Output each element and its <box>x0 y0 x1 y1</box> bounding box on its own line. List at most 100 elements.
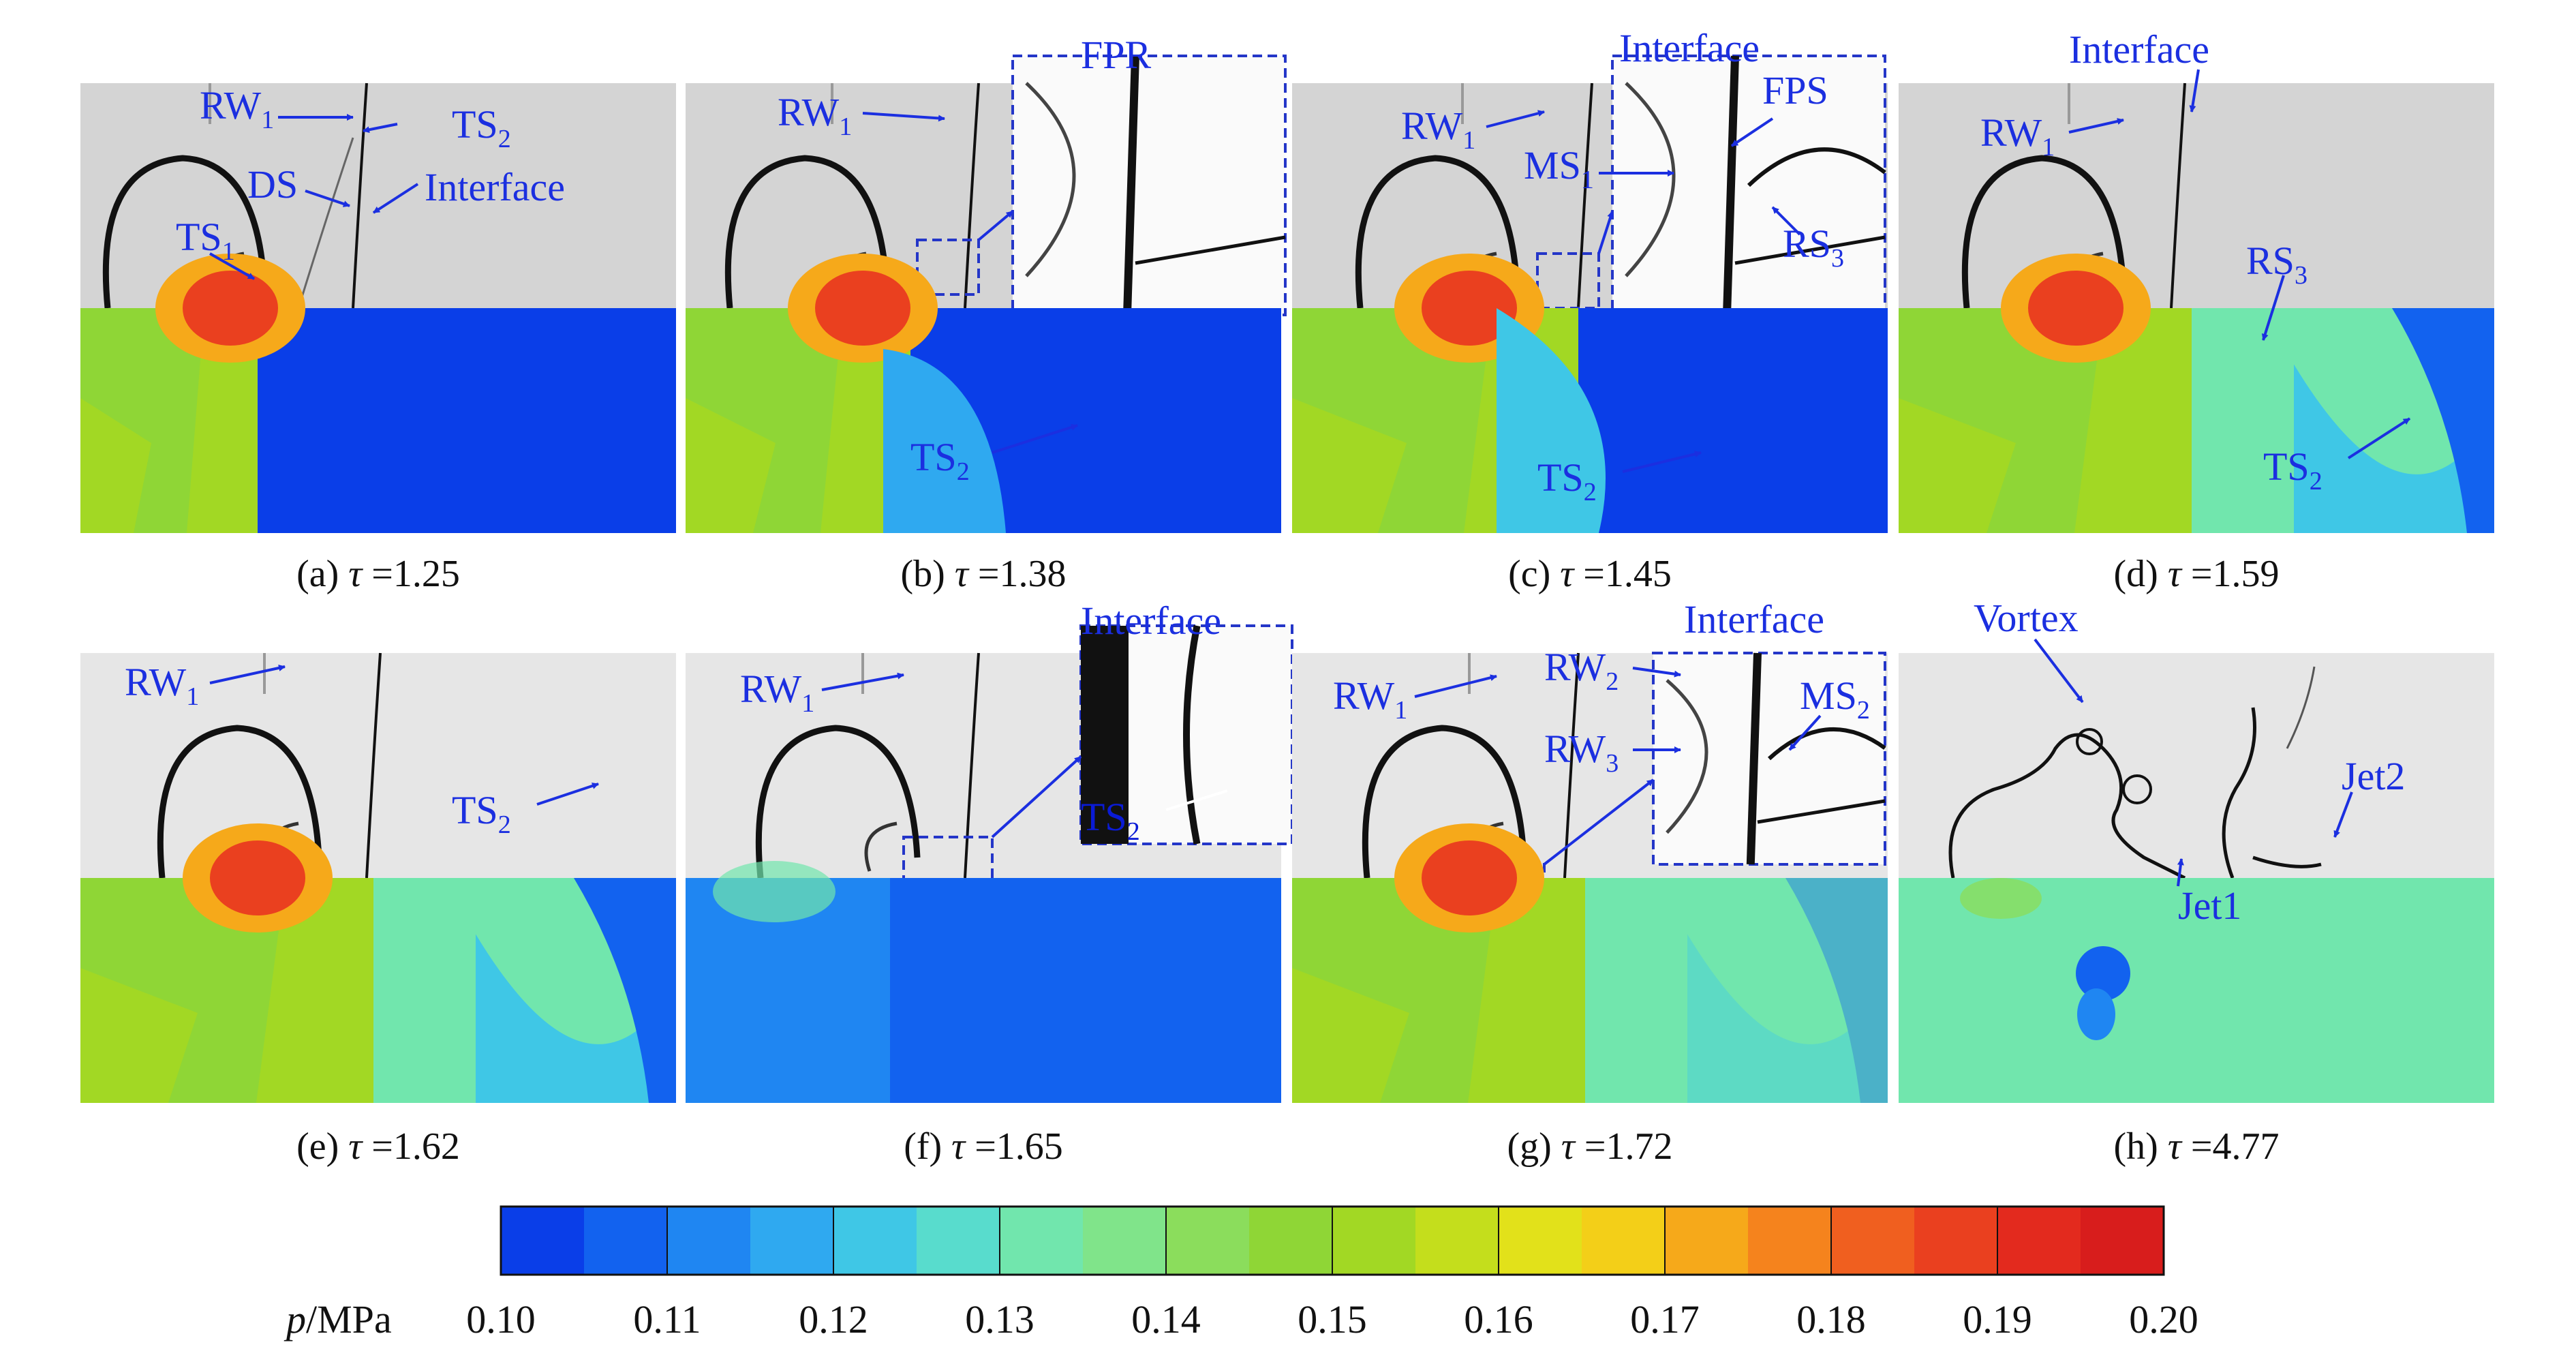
annotation-e-1: TS2 <box>452 783 599 839</box>
interface-line <box>2170 82 2186 309</box>
annotation-text: RW1 <box>740 667 814 718</box>
annotation-text: RW1 <box>1980 110 2055 162</box>
zoom-inset <box>1611 55 1886 316</box>
annotation-arrow <box>209 252 255 280</box>
annotation-arrow <box>1165 789 1228 811</box>
captions-layer: (a) τ =1.25 (b) τ =1.38 (c) τ =1.45 (d) τ =… <box>296 553 2279 1168</box>
caption-d: (d) τ =1.59 <box>2114 553 2280 595</box>
pressure-field <box>1899 254 2494 533</box>
bubble-outline <box>1961 155 2127 309</box>
annotation-arrow <box>2034 638 2084 703</box>
annotation-text: Interface <box>2069 27 2209 72</box>
panel-a: RW1 TS2 DS Interface TS1 <box>80 82 676 533</box>
annotation-text: TS2 <box>1081 795 1140 846</box>
interface-line <box>352 82 368 309</box>
annotation-text: Vortex <box>1974 596 2079 640</box>
annotation-text: TS1 <box>176 215 235 266</box>
bubble-outline <box>724 155 890 309</box>
annotation-text: TS2 <box>452 788 511 839</box>
pressure-field <box>80 823 676 1103</box>
annotation-c-0: RW1 <box>1401 104 1545 155</box>
interface-line <box>365 652 382 879</box>
annotation-text: MS1 <box>1524 143 1594 194</box>
colorbar-level <box>1665 1207 1749 1275</box>
annotation-arrow <box>1730 117 1774 147</box>
annotation-arrow <box>1788 714 1822 751</box>
annotation-arrow <box>2068 118 2124 134</box>
annotation-text: RW1 <box>1401 104 1475 155</box>
vortex-curve <box>1948 733 2186 880</box>
panel-f: RW1 Interface TS2 <box>686 598 1293 1103</box>
annotation-c-3: MS1 <box>1524 143 1674 194</box>
colorbar-level <box>1249 1207 1333 1275</box>
annotation-b-0: RW1 <box>778 90 945 141</box>
annotation-text: RS3 <box>1783 222 1844 273</box>
caption-f: (f) τ =1.65 <box>904 1125 1063 1168</box>
annotation-arrow <box>209 665 286 684</box>
colorbar-level <box>833 1207 917 1275</box>
pressure-field <box>80 254 676 533</box>
annotation-text: Interface <box>425 165 565 209</box>
annotation-d-3: TS2 <box>2263 417 2411 496</box>
annotation-d-1: RW1 <box>1980 110 2124 162</box>
annotation-a-3: Interface <box>372 165 565 214</box>
annotation-text: TS2 <box>1537 455 1597 506</box>
pressure-field <box>686 861 1281 1103</box>
annotation-arrow <box>1486 110 1545 128</box>
annotation-g-1: Interface <box>1684 597 1824 641</box>
zoom-inset <box>1079 624 1293 845</box>
annotation-b-2: TS2 <box>910 423 1078 486</box>
colorbar-tick-label: 0.15 <box>1298 1297 1367 1342</box>
annotation-c-1: Interface <box>1619 26 1760 70</box>
colorbar-level <box>1831 1207 1915 1275</box>
annotation-f-0: RW1 <box>740 667 904 718</box>
bubble-outline <box>1362 725 1527 879</box>
annotation-a-4: TS1 <box>176 215 255 280</box>
annotation-arrow <box>1414 674 1497 698</box>
annotation-text: FPR <box>1081 33 1152 77</box>
annotation-arrow <box>2333 791 2353 838</box>
annotation-text: DS <box>247 162 298 207</box>
pressure-field <box>686 254 1281 533</box>
colorbar-tick-label: 0.20 <box>2129 1297 2198 1342</box>
colorbar-level <box>584 1207 668 1275</box>
colorbar-level <box>2081 1207 2164 1275</box>
colorbar-level <box>667 1207 751 1275</box>
annotation-text: MS2 <box>1800 673 1870 725</box>
colorbar-level <box>1582 1207 1666 1275</box>
colorbar-tick-label: 0.12 <box>799 1297 868 1342</box>
panel-b: RW1 FPR TS2 <box>686 33 1287 533</box>
annotation-text: TS2 <box>910 435 970 486</box>
colorbar-level <box>1000 1207 1084 1275</box>
caption-c: (c) τ =1.45 <box>1508 553 1672 595</box>
annotation-a-2: DS <box>247 162 350 207</box>
annotation-c-5: TS2 <box>1537 451 1702 506</box>
colorbar-tick-label: 0.16 <box>1464 1297 1533 1342</box>
colorbar: 0.10 0.11 0.12 0.13 0.14 0.15 0.16 0.17 0.18 0.19… <box>283 1205 2198 1342</box>
colorbar-level <box>1332 1207 1416 1275</box>
caption-a: (a) τ =1.25 <box>296 553 460 595</box>
annotation-d-2: RS3 <box>2246 239 2307 341</box>
annotation-arrow <box>992 423 1078 454</box>
annotation-text: Jet1 <box>2178 883 2241 928</box>
colorbar-tick-label: 0.13 <box>965 1297 1034 1342</box>
annotation-arrow <box>363 123 398 134</box>
bubble-outline <box>157 725 322 879</box>
interface-line <box>964 82 980 309</box>
zoom-source-box <box>1536 252 1600 309</box>
annotation-arrow <box>2189 69 2200 112</box>
annotation-h-2: Jet1 <box>2177 858 2241 928</box>
annotation-c-2: FPS <box>1730 68 1828 147</box>
annotation-arrow <box>821 672 904 691</box>
caption-g: (g) τ =1.72 <box>1507 1125 1673 1168</box>
annotation-f-2: TS2 <box>1081 789 1228 846</box>
pressure-field <box>1292 823 1888 1103</box>
annotation-a-1: TS2 <box>363 102 511 153</box>
interface-line <box>1577 82 1593 309</box>
schlieren-field <box>1899 653 2494 880</box>
annotation-text: RW2 <box>1544 645 1619 696</box>
colorbar-label: p/MPa <box>283 1297 392 1342</box>
